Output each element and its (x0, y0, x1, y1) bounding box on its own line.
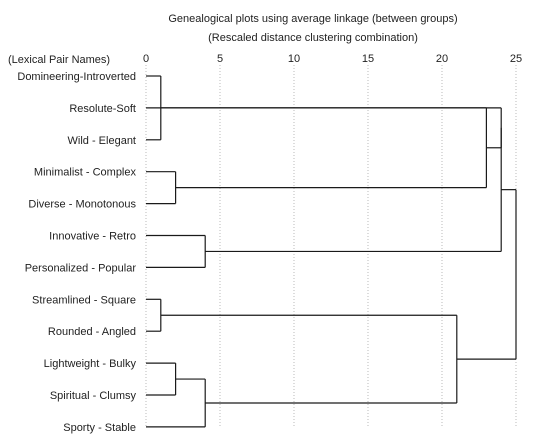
leaf-label: Innovative - Retro (49, 231, 136, 243)
leaf-label: Spiritual - Clumsy (50, 390, 137, 402)
leaf-label: Personalized - Popular (25, 262, 137, 274)
chart-title: Genealogical plots using average linkage… (168, 13, 457, 25)
leaf-labels: Domineering-Introverted Resolute-Soft Wild… (17, 71, 136, 434)
leaf-label: Domineering-Introverted (17, 71, 136, 83)
x-tick-label: 15 (362, 53, 374, 65)
dendrogram-branches (146, 75, 517, 428)
leaf-label: Streamlined - Square (32, 294, 136, 306)
y-axis-label: (Lexical Pair Names) (8, 54, 110, 66)
leaf-label: Lightweight - Bulky (44, 358, 137, 370)
x-tick-label: 0 (143, 53, 149, 65)
x-tick-label: 5 (217, 53, 223, 65)
x-tick-label: 20 (436, 53, 448, 65)
leaf-label: Diverse - Monotonous (28, 199, 136, 211)
leaf-label: Sporty - Stable (63, 422, 136, 434)
leaf-label: Rounded - Angled (48, 326, 136, 338)
x-tick-label: 25 (510, 53, 522, 65)
leaf-label: Resolute-Soft (69, 103, 136, 115)
chart-subtitle: (Rescaled distance clustering combinatio… (208, 32, 418, 44)
x-axis-ticks: 0 5 10 15 20 25 (143, 53, 522, 428)
leaf-label: Minimalist - Complex (34, 167, 137, 179)
leaf-label: Wild - Elegant (68, 135, 136, 147)
x-tick-label: 10 (288, 53, 300, 65)
